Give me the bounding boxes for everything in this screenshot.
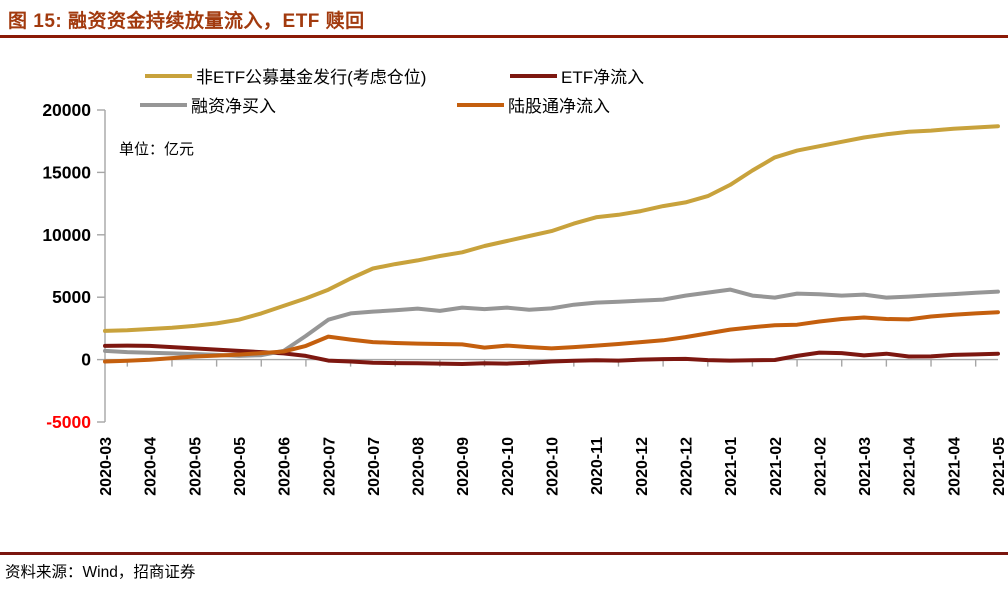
legend-label-non-etf-fund-issuance: 非ETF公募基金发行(考虑仓位) xyxy=(196,68,427,87)
legend-item-non-etf-fund-issuance: 非ETF公募基金发行(考虑仓位) xyxy=(145,63,426,88)
x-tick-label: 2020-06 xyxy=(277,437,294,496)
y-tick-label: 10000 xyxy=(42,225,91,245)
legend-item-margin-net-buy: 融资净买入 xyxy=(140,92,276,117)
series-line-2 xyxy=(103,287,1000,358)
y-tick-label: 0 xyxy=(81,350,91,370)
x-tick-label: 2020-07 xyxy=(321,437,338,496)
y-tick-label: -5000 xyxy=(46,412,91,432)
y-tick-label: 20000 xyxy=(42,100,91,120)
legend-item-etf-net-inflow: ETF净流入 xyxy=(510,63,644,88)
source-divider xyxy=(0,552,1008,555)
y-tick-label: 5000 xyxy=(52,287,91,307)
x-tick-label: 2020-03 xyxy=(98,437,115,496)
legend-swatch-non-etf-fund-issuance xyxy=(145,73,192,78)
unit-label: 单位：亿元 xyxy=(119,141,195,158)
x-tick-label: 2020-10 xyxy=(545,437,562,496)
series-line-3 xyxy=(103,310,1000,364)
legend-swatch-etf-net-inflow xyxy=(510,73,557,78)
x-tick-label: 2020-11 xyxy=(589,437,606,495)
x-tick-label: 2020-07 xyxy=(366,437,383,496)
legend-label-etf-net-inflow: ETF净流入 xyxy=(561,68,645,87)
legend-swatch-margin-net-buy xyxy=(140,102,187,107)
x-tick-label: 2021-05 xyxy=(991,437,1008,496)
x-tick-label: 2020-04 xyxy=(143,437,160,496)
x-tick-label: 2020-10 xyxy=(500,437,517,496)
title-underline xyxy=(0,35,1008,38)
x-tick-label: 2020-08 xyxy=(411,437,428,496)
x-tick-label: 2020-12 xyxy=(678,437,695,496)
x-tick-label: 2021-03 xyxy=(857,437,874,496)
figure-title: 图 15: 融资资金持续放量流入，ETF 赎回 xyxy=(8,11,365,32)
source-text: 资料来源：Wind，招商证券 xyxy=(5,564,196,581)
legend-label-margin-net-buy: 融资净买入 xyxy=(191,97,276,116)
legend-item-northbound-net-inflow: 陆股通净流入 xyxy=(457,92,610,117)
legend-label-northbound-net-inflow: 陆股通净流入 xyxy=(508,97,610,116)
x-tick-label: 2021-02 xyxy=(768,437,785,496)
x-tick-label: 2021-02 xyxy=(812,437,829,496)
series-line-0 xyxy=(103,124,1000,333)
x-tick-label: 2020-05 xyxy=(187,437,204,496)
y-tick-label: 15000 xyxy=(42,162,91,182)
x-tick-label: 2020-05 xyxy=(232,437,249,496)
x-tick-label: 2021-01 xyxy=(723,437,740,496)
x-tick-label: 2020-09 xyxy=(455,437,472,496)
x-tick-label: 2021-04 xyxy=(946,437,963,496)
x-tick-label: 2020-12 xyxy=(634,437,651,496)
legend-swatch-northbound-net-inflow xyxy=(457,102,504,107)
x-tick-label: 2021-04 xyxy=(902,437,919,496)
